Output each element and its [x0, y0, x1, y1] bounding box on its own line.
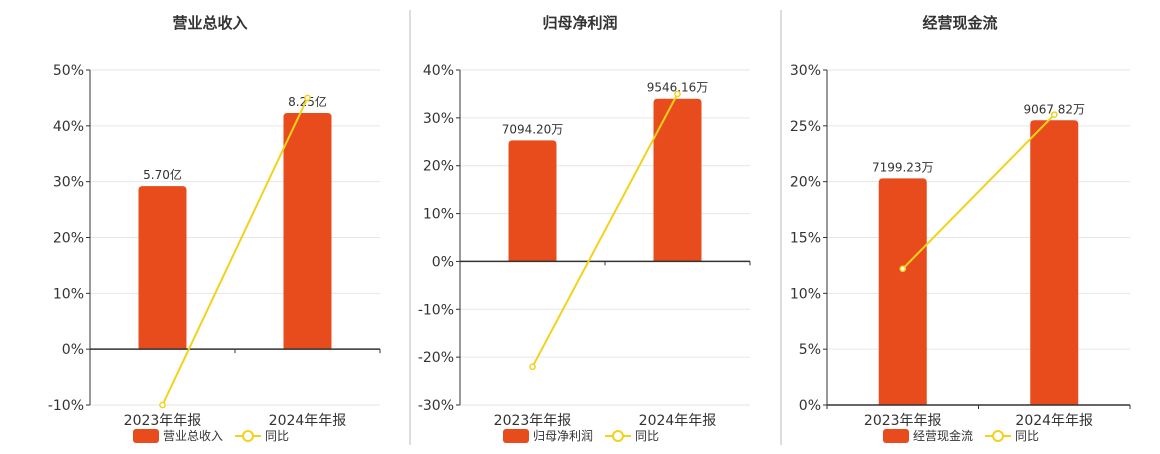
y-tick-label: 10% [423, 207, 454, 223]
y-tick-label: -20% [418, 350, 454, 366]
bar-data-label: 9067.82万 [1023, 102, 1085, 116]
legend-swatch-marker [242, 430, 254, 442]
y-tick-label: 10% [790, 286, 821, 302]
y-tick-label: 40% [53, 119, 84, 135]
legend-label-line: 同比 [635, 429, 659, 443]
line-point [529, 363, 536, 371]
legend-label-line: 同比 [265, 429, 289, 443]
line-point [674, 90, 681, 98]
legend-swatch-bar [133, 429, 159, 443]
y-tick-label: 5% [799, 342, 821, 358]
bar [138, 186, 187, 350]
bar [508, 140, 557, 262]
line-point [159, 401, 166, 409]
y-tick-label: 20% [53, 231, 84, 247]
line-point [1050, 111, 1058, 119]
series-line-yoy [161, 97, 309, 406]
x-tick-label: 2024年年报 [639, 413, 717, 429]
legend-swatch-bar [503, 429, 529, 443]
legend-label-line: 同比 [1015, 429, 1039, 443]
legend-swatch-bar [883, 429, 909, 443]
bar [878, 178, 927, 405]
chart-title: 营业总收入 [172, 14, 247, 32]
y-tick-label: -10% [48, 398, 84, 414]
x-tick-label: 2023年年报 [494, 413, 572, 429]
y-tick-label: 10% [53, 286, 84, 302]
x-tick-label: 2023年年报 [864, 413, 942, 429]
y-tick-label: 40% [423, 63, 454, 79]
x-tick-label: 2024年年报 [269, 413, 347, 429]
series-line-yoy [902, 113, 1055, 270]
line-point [304, 94, 311, 102]
bar [1030, 120, 1079, 405]
legend-label-bar: 归母净利润 [533, 429, 593, 443]
y-tick-label: -10% [418, 302, 454, 318]
y-tick-label: 0% [432, 254, 454, 270]
y-tick-label: 0% [799, 398, 821, 414]
chart-panel-1: 营业总收入 -10% 0% 10% 20% 30% 40% 50% 5.70亿 8.25亿 2023… [48, 14, 381, 443]
x-tick-label: 2023年年报 [124, 413, 202, 429]
chart-panel-2: 归母净利润 -30% -20% -10% 0% 10% 20% 30% 40% 7094.20万 9… [418, 14, 751, 443]
bar-data-label: 7094.20万 [502, 122, 564, 136]
chart-title: 归母净利润 [542, 14, 617, 32]
bar [653, 98, 702, 262]
bar-data-label: 9546.16万 [647, 81, 709, 95]
bar-data-label: 5.70亿 [143, 167, 182, 182]
x-tick-label: 2024年年报 [1015, 413, 1093, 429]
line-point [899, 265, 907, 273]
y-tick-label: 20% [790, 175, 821, 191]
legend-label-bar: 经营现金流 [913, 428, 973, 443]
y-tick-label: 30% [423, 111, 454, 127]
y-tick-label: 30% [790, 63, 821, 79]
legend-swatch-marker [992, 430, 1004, 442]
series-line-yoy [531, 93, 679, 368]
y-tick-label: 25% [790, 119, 821, 135]
bar-data-label: 7199.23万 [872, 160, 934, 174]
legend-swatch-marker [612, 430, 624, 442]
y-tick-label: 20% [423, 159, 454, 175]
y-tick-label: 0% [62, 342, 84, 358]
y-tick-label: -30% [418, 398, 454, 414]
chart-panel-3: 经营现金流 0% 5% 10% 15% 20% 25% 30% 7199.23万 9067.82万… [790, 14, 1131, 443]
y-tick-label: 15% [790, 231, 821, 247]
y-tick-label: 30% [53, 175, 84, 191]
legend-label-bar: 营业总收入 [163, 429, 223, 443]
bar [283, 112, 332, 350]
bar-data-label: 8.25亿 [288, 94, 327, 109]
chart-title: 经营现金流 [922, 14, 997, 32]
y-tick-label: 50% [53, 63, 84, 79]
